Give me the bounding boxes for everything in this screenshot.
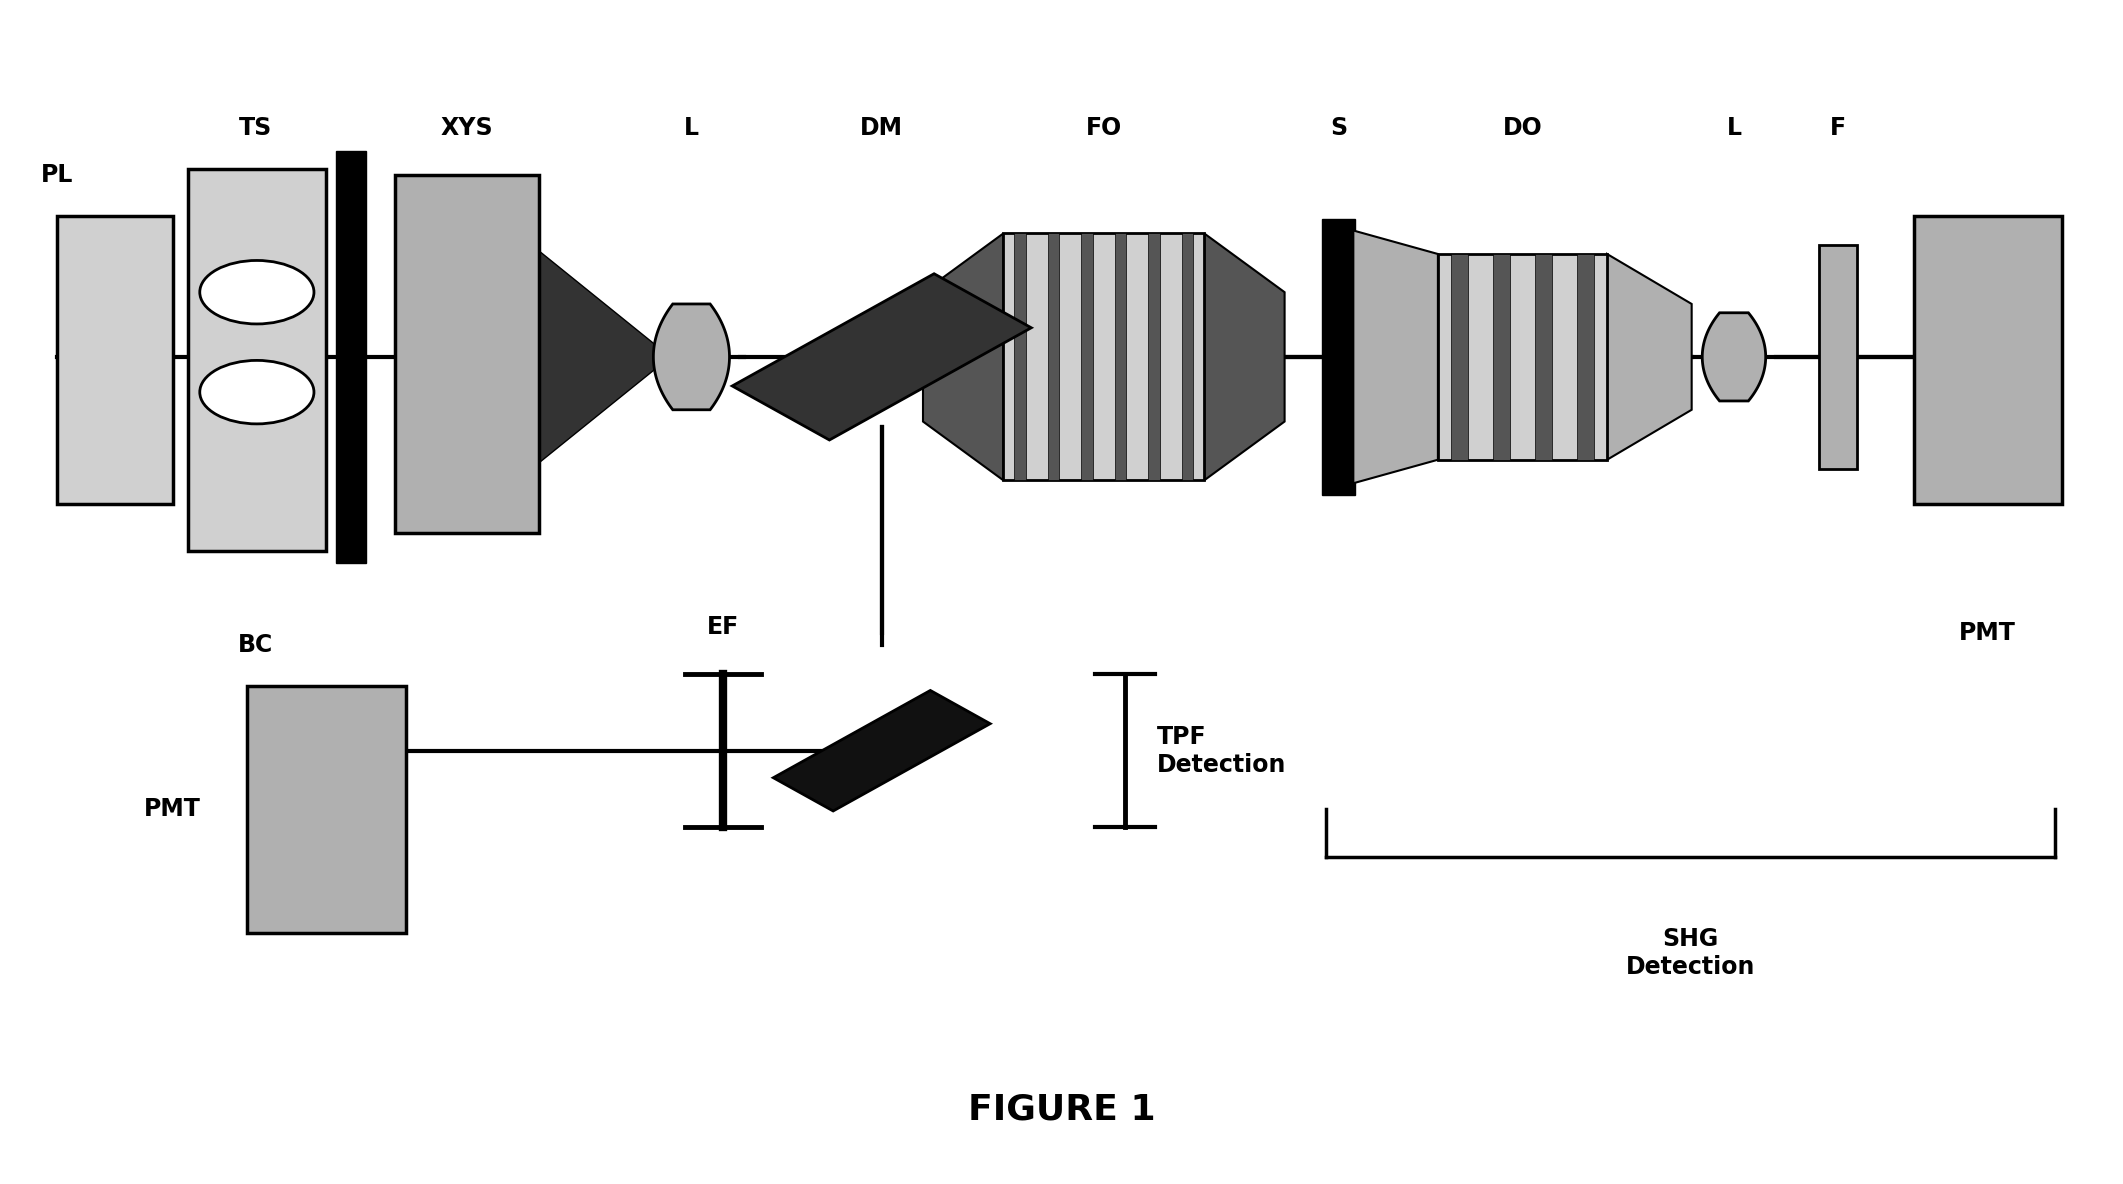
Text: S: S xyxy=(1329,116,1348,140)
Polygon shape xyxy=(1703,313,1766,401)
Bar xyxy=(1323,219,1354,495)
Polygon shape xyxy=(1607,255,1692,459)
Text: BC: BC xyxy=(238,633,274,657)
Bar xyxy=(1492,255,1509,459)
Text: EF: EF xyxy=(707,616,739,639)
Bar xyxy=(1015,233,1025,481)
Polygon shape xyxy=(773,690,989,811)
Bar xyxy=(189,169,325,551)
Polygon shape xyxy=(539,251,671,463)
Bar xyxy=(1081,233,1093,481)
Bar xyxy=(395,174,539,533)
Text: FIGURE 1: FIGURE 1 xyxy=(968,1093,1155,1126)
Bar xyxy=(1577,255,1594,459)
Text: TS: TS xyxy=(240,116,272,140)
Circle shape xyxy=(200,360,314,424)
Bar xyxy=(1004,233,1204,481)
Bar xyxy=(1115,233,1127,481)
Bar xyxy=(1819,245,1858,469)
Text: PMT: PMT xyxy=(1960,622,2017,645)
Polygon shape xyxy=(924,233,1004,481)
Text: DO: DO xyxy=(1503,116,1543,140)
Text: PMT: PMT xyxy=(144,798,202,822)
Bar xyxy=(248,686,405,933)
Bar xyxy=(1149,233,1159,481)
Text: TPF
Detection: TPF Detection xyxy=(1157,725,1287,777)
Text: PL: PL xyxy=(40,162,72,187)
Bar xyxy=(1535,255,1552,459)
Bar xyxy=(1913,215,2061,504)
Polygon shape xyxy=(1204,233,1284,481)
Text: FO: FO xyxy=(1085,116,1121,140)
Text: SHG
Detection: SHG Detection xyxy=(1626,927,1756,979)
Bar xyxy=(1183,233,1193,481)
Text: L: L xyxy=(1726,116,1741,140)
Text: DM: DM xyxy=(860,116,902,140)
Polygon shape xyxy=(732,274,1032,440)
Text: L: L xyxy=(684,116,698,140)
Polygon shape xyxy=(1352,231,1437,483)
Text: XYS: XYS xyxy=(442,116,493,140)
Polygon shape xyxy=(654,304,730,410)
Bar xyxy=(57,215,174,504)
Circle shape xyxy=(200,260,314,324)
Bar xyxy=(1437,255,1607,459)
Bar xyxy=(1450,255,1467,459)
Text: F: F xyxy=(1830,116,1845,140)
Bar xyxy=(1049,233,1059,481)
Bar xyxy=(335,152,365,562)
